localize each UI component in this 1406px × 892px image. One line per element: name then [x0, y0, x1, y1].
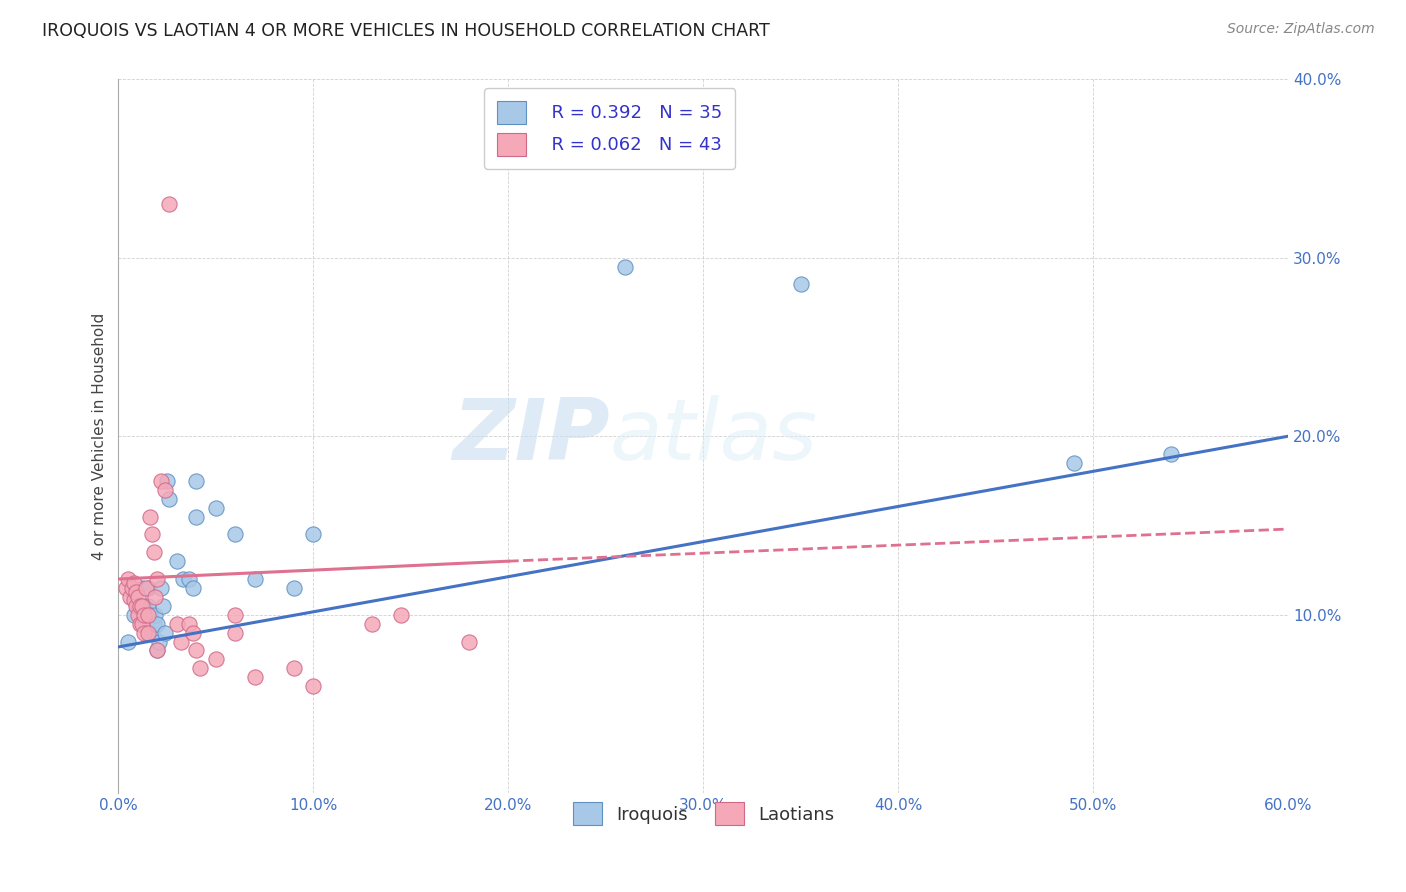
Point [128, 616, 150, 631]
Point [458, 634, 481, 648]
Point [136, 581, 159, 595]
Point [389, 607, 412, 622]
Point [121, 581, 143, 595]
Point [156, 474, 179, 488]
Point [188, 661, 211, 675]
Point [302, 527, 325, 541]
Point [117, 634, 139, 648]
Point [127, 590, 149, 604]
Point [157, 491, 180, 506]
Point [243, 670, 266, 684]
Point [146, 643, 169, 657]
Point [224, 625, 246, 640]
Point [1063, 456, 1085, 470]
Text: Source: ZipAtlas.com: Source: ZipAtlas.com [1227, 22, 1375, 37]
Point [172, 572, 194, 586]
Point [146, 572, 169, 586]
Point [135, 616, 157, 631]
Point [120, 590, 142, 604]
Point [361, 616, 384, 631]
Point [141, 527, 163, 541]
Point [131, 581, 153, 595]
Point [128, 599, 150, 613]
Point [148, 634, 170, 648]
Point [122, 575, 145, 590]
Point [145, 607, 167, 622]
Point [181, 625, 204, 640]
Point [205, 652, 228, 666]
Point [127, 599, 149, 613]
Point [127, 607, 149, 622]
Point [177, 572, 200, 586]
Point [115, 581, 138, 595]
Point [186, 643, 208, 657]
Point [138, 607, 160, 622]
Point [122, 607, 145, 622]
Y-axis label: 4 or more Vehicles in Household: 4 or more Vehicles in Household [93, 312, 107, 560]
Point [152, 599, 174, 613]
Point [125, 584, 148, 599]
Point [132, 607, 155, 622]
Text: ZIP: ZIP [453, 394, 610, 477]
Point [135, 581, 157, 595]
Legend: Iroquois, Laotians: Iroquois, Laotians [564, 793, 844, 834]
Point [1160, 447, 1182, 461]
Text: atlas: atlas [610, 394, 818, 477]
Point [132, 599, 155, 613]
Point [146, 616, 169, 631]
Point [146, 643, 169, 657]
Point [150, 581, 173, 595]
Point [157, 197, 180, 211]
Point [136, 625, 159, 640]
Point [205, 500, 228, 515]
Point [122, 593, 145, 607]
Point [186, 509, 208, 524]
Point [117, 572, 139, 586]
Point [150, 474, 173, 488]
Point [132, 625, 155, 640]
Point [243, 572, 266, 586]
Text: IROQUOIS VS LAOTIAN 4 OR MORE VEHICLES IN HOUSEHOLD CORRELATION CHART: IROQUOIS VS LAOTIAN 4 OR MORE VEHICLES I… [42, 22, 770, 40]
Point [283, 661, 305, 675]
Point [136, 607, 159, 622]
Point [166, 554, 188, 568]
Point [283, 581, 305, 595]
Point [186, 474, 208, 488]
Point [170, 634, 193, 648]
Point [142, 616, 165, 631]
Point [790, 277, 813, 292]
Point [141, 625, 163, 640]
Point [131, 616, 153, 631]
Point [136, 599, 159, 613]
Point [155, 483, 177, 497]
Point [145, 590, 167, 604]
Point [125, 599, 148, 613]
Point [614, 260, 637, 274]
Point [302, 679, 325, 693]
Point [131, 599, 153, 613]
Point [155, 625, 177, 640]
Point [177, 616, 200, 631]
Point [181, 581, 204, 595]
Point [166, 616, 188, 631]
Point [142, 545, 165, 559]
Point [138, 509, 160, 524]
Point [224, 607, 246, 622]
Point [224, 527, 246, 541]
